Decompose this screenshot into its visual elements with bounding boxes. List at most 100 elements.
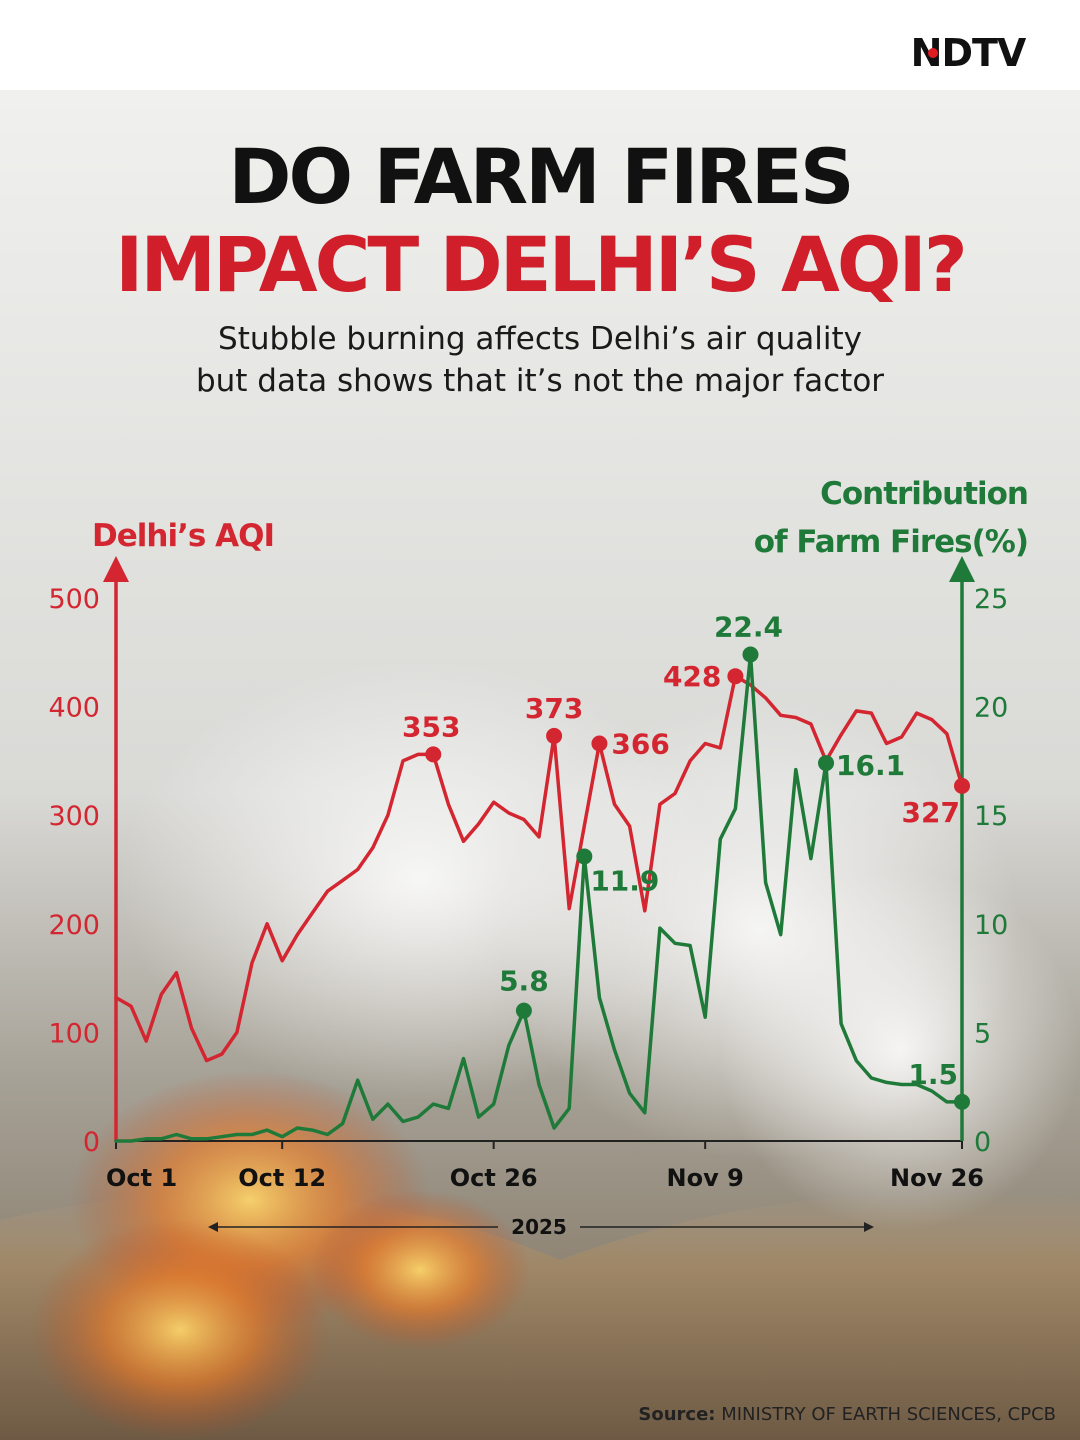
aqi-point-24 (477, 822, 480, 825)
farm-fire-point-36 (658, 927, 661, 930)
aqi-point-2 (145, 1040, 148, 1043)
farm-fire-point-7 (220, 1135, 223, 1138)
left-tick-label-3: 300 (48, 801, 100, 832)
right-axis-title: Contribution of Farm Fires(%) (753, 470, 1029, 566)
farm-fire-point-24 (477, 1116, 480, 1119)
aqi-point-35 (643, 909, 646, 912)
aqi-point-4 (175, 971, 178, 974)
aqi-point-26 (507, 812, 510, 815)
aqi-point-36 (658, 803, 661, 806)
farm-fire-point-39 (704, 1016, 707, 1019)
aqi-data-label-32: 366 (611, 728, 669, 761)
farm-fire-point-52 (900, 1083, 903, 1086)
aqi-point-13 (311, 911, 314, 914)
left-tick-label-0: 0 (83, 1127, 100, 1158)
aqi-point-52 (900, 736, 903, 739)
aqi-point-22 (447, 803, 450, 806)
farm-fire-point-46 (809, 857, 812, 860)
aqi-point-53 (915, 712, 918, 715)
left-tick-label-4: 400 (48, 693, 100, 724)
right-tick-label-0: 0 (974, 1127, 991, 1158)
aqi-point-3 (160, 993, 163, 996)
aqi-point-54 (930, 718, 933, 721)
farm-fire-point-51 (885, 1081, 888, 1084)
farm-fire-point-38 (689, 944, 692, 947)
farm-fire-point-33 (613, 1048, 616, 1051)
farm-fire-point-37 (673, 942, 676, 945)
aqi-point-6 (205, 1059, 208, 1062)
x-tick-label-3: Nov 9 (667, 1164, 744, 1192)
aqi-point-30 (568, 907, 571, 910)
farm-fire-point-21 (432, 1103, 435, 1106)
source-note: Source: MINISTRY OF EARTH SCIENCES, CPCB (638, 1404, 1056, 1425)
period-arrow-right-head (864, 1222, 874, 1232)
logo-red-dot (928, 48, 938, 58)
farm-fire-point-4 (175, 1133, 178, 1136)
farm-fire-point-55 (945, 1100, 948, 1103)
aqi-point-1 (130, 1005, 133, 1008)
aqi-point-55 (945, 732, 948, 735)
farm-fire-marker-42 (742, 646, 759, 663)
farm-fire-data-label-27: 5.8 (499, 965, 549, 998)
aqi-point-10 (266, 922, 269, 925)
right-axis-arrow (949, 556, 975, 582)
aqi-point-11 (281, 959, 284, 962)
farm-fire-point-32 (598, 996, 601, 999)
left-tick-label-2: 200 (48, 910, 100, 941)
aqi-point-19 (402, 759, 405, 762)
left-axis-arrow (103, 556, 129, 582)
farm-fire-point-20 (417, 1116, 420, 1119)
aqi-point-34 (628, 825, 631, 828)
aqi-marker-32 (591, 735, 608, 752)
aqi-point-7 (220, 1053, 223, 1056)
aqi-point-51 (885, 742, 888, 745)
right-tick-label-2: 10 (974, 910, 1008, 941)
source-prefix: Source: (638, 1404, 716, 1425)
ndtv-logo: NDTV (888, 30, 1048, 76)
farm-fire-data-label-31: 11.9 (590, 864, 659, 897)
aqi-point-46 (809, 722, 812, 725)
aqi-data-label-41: 428 (663, 660, 721, 693)
farm-fire-point-17 (371, 1118, 374, 1121)
aqi-point-33 (613, 803, 616, 806)
aqi-data-label-56: 327 (902, 796, 960, 829)
aqi-point-23 (462, 840, 465, 843)
farm-fire-point-14 (326, 1133, 329, 1136)
right-tick-label-1: 5 (974, 1018, 991, 1049)
farm-fire-point-48 (840, 1022, 843, 1025)
aqi-point-44 (779, 714, 782, 717)
headline-line1: DO FARM FIRES (228, 132, 854, 221)
aqi-data-label-29: 373 (525, 692, 583, 725)
farm-fire-point-44 (779, 933, 782, 936)
x-tick-label-4: Nov 26 (890, 1164, 984, 1192)
x-tick-label-1: Oct 12 (238, 1164, 326, 1192)
farm-fire-point-0 (115, 1140, 118, 1143)
farm-fire-point-49 (855, 1059, 858, 1062)
aqi-point-43 (764, 696, 767, 699)
farm-fire-point-5 (190, 1137, 193, 1140)
farm-fire-point-6 (205, 1137, 208, 1140)
aqi-point-16 (356, 868, 359, 871)
aqi-point-39 (704, 742, 707, 745)
right-tick-label-3: 15 (974, 801, 1008, 832)
aqi-point-17 (371, 846, 374, 849)
farm-fire-point-18 (386, 1103, 389, 1106)
farm-fire-point-35 (643, 1111, 646, 1114)
farm-fire-point-40 (719, 838, 722, 841)
farm-fire-marker-27 (515, 1002, 532, 1019)
farm-fire-data-label-42: 22.4 (714, 610, 783, 643)
period-label: 2025 (511, 1215, 567, 1239)
farm-fire-point-45 (794, 768, 797, 771)
farm-fire-point-2 (145, 1137, 148, 1140)
x-tick-label-0: Oct 1 (106, 1164, 177, 1192)
farm-fire-point-30 (568, 1107, 571, 1110)
aqi-point-12 (296, 933, 299, 936)
farm-fire-marker-31 (576, 848, 593, 865)
right-axis-title-line2: of Farm Fires(%) (753, 524, 1029, 560)
farm-fire-point-19 (402, 1120, 405, 1123)
aqi-point-48 (840, 733, 843, 736)
left-tick-label-1: 100 (48, 1018, 100, 1049)
farm-fire-marker-47 (818, 755, 835, 772)
